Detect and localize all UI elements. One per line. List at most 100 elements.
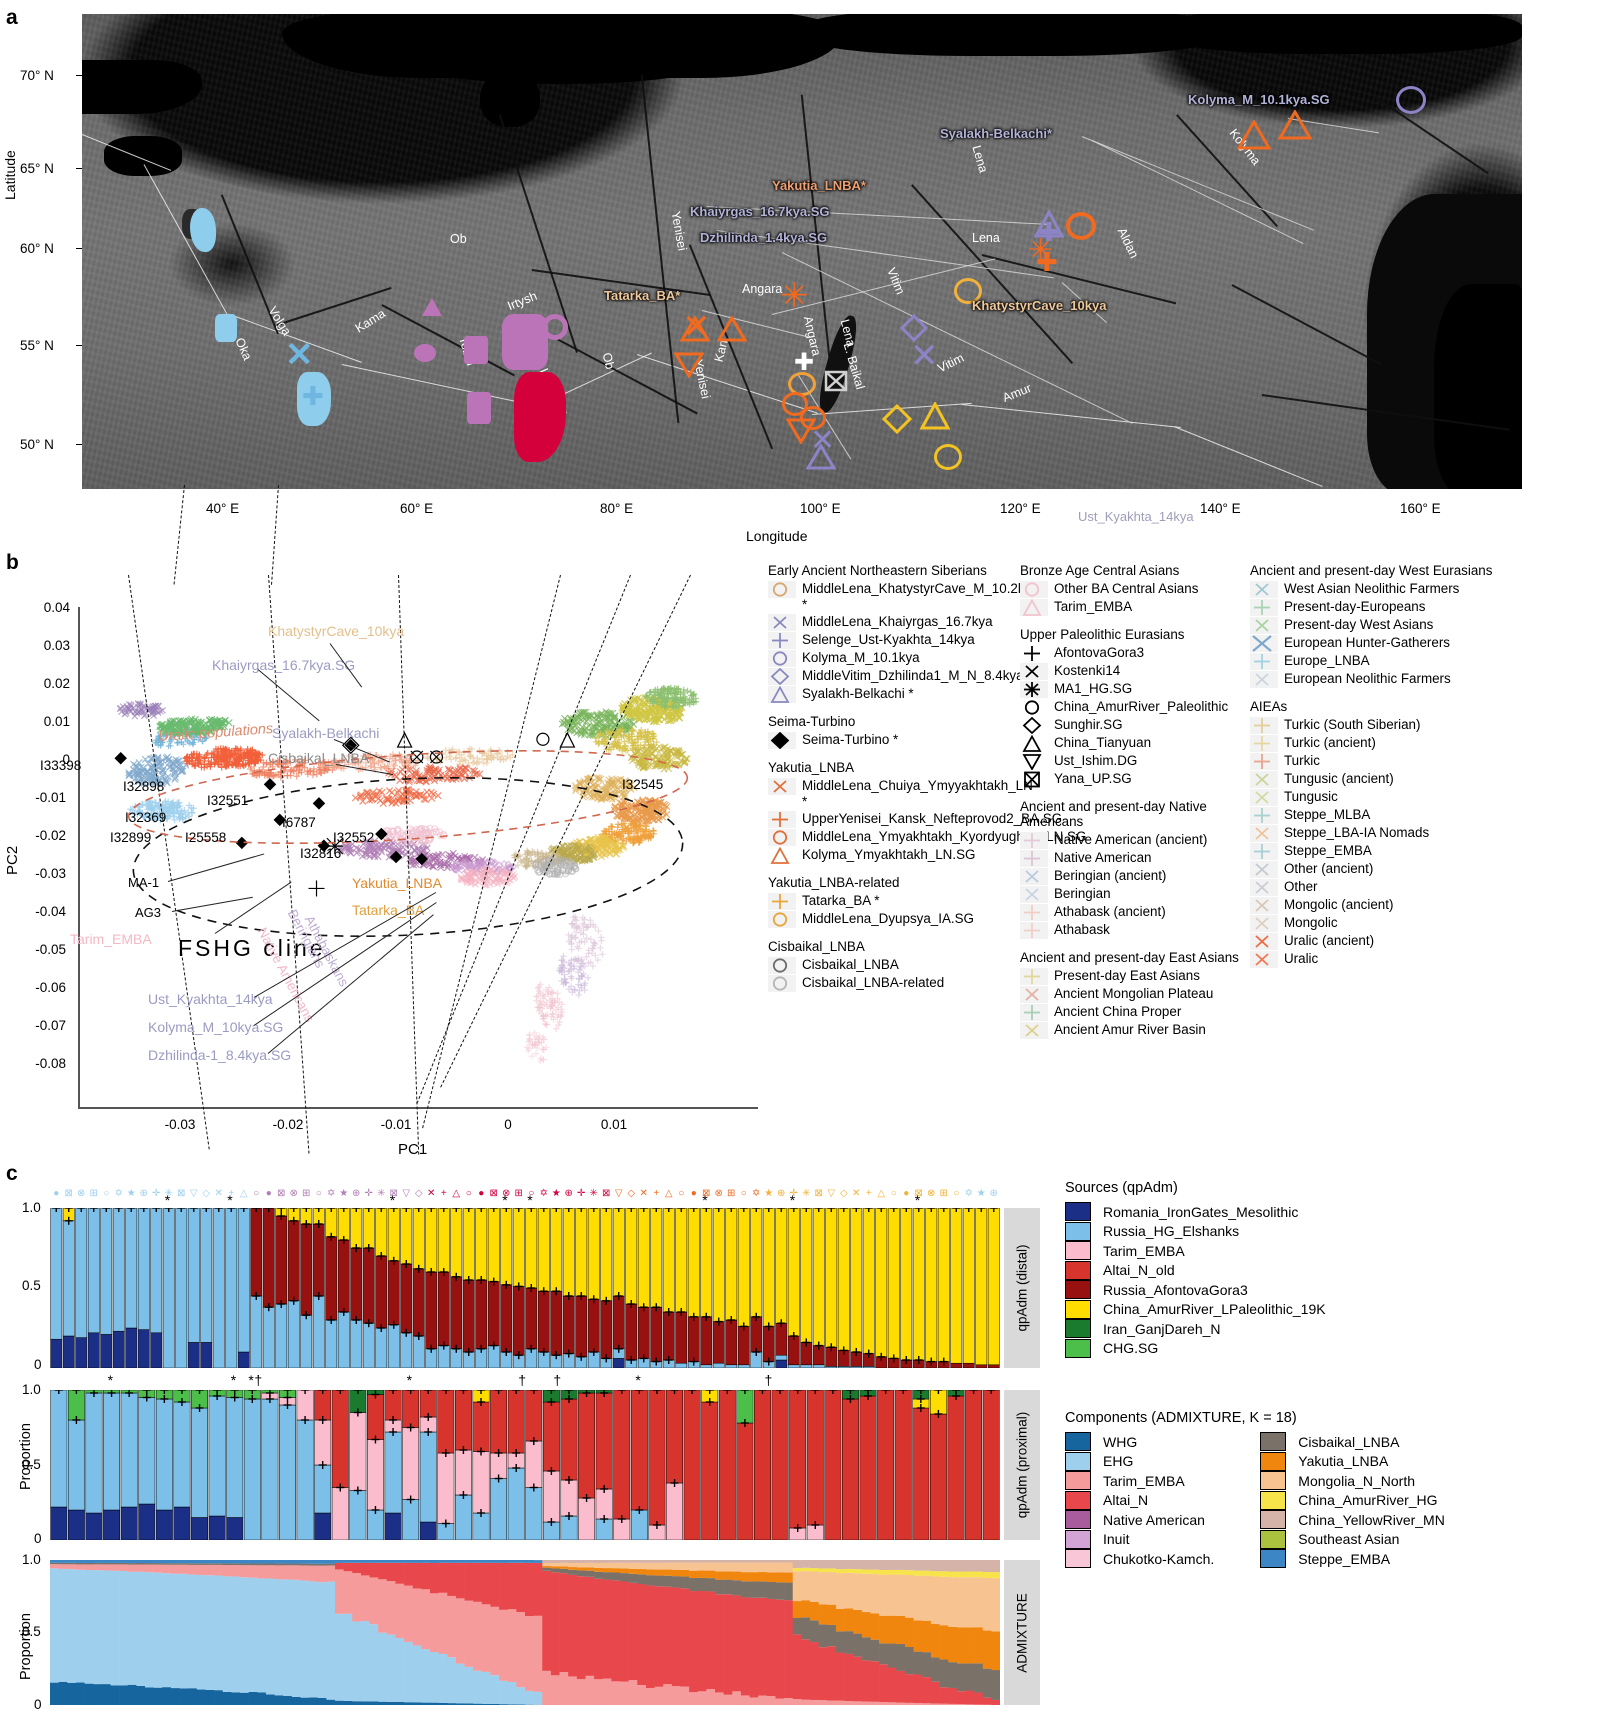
admixture-segment[interactable] [551,1563,560,1566]
legend-item[interactable]: Beringian [1020,886,1250,903]
admixture-segment[interactable] [378,1579,387,1632]
admixture-segment[interactable] [689,1563,698,1571]
admixture-segment[interactable] [706,1578,715,1591]
admixture-segment[interactable] [801,1639,810,1699]
map-canvas[interactable]: Ob Volga Oka Kama Tobol Irtysh Irtysh Ob… [82,14,1522,489]
admixture-segment[interactable] [585,1567,594,1570]
component-legend-item[interactable]: China_YellowRiver_MN [1260,1510,1445,1530]
stacked-bar-segment[interactable] [413,1208,424,1269]
map-marker-tri-wrap[interactable] [717,316,747,342]
admixture-segment[interactable] [560,1573,569,1672]
map-marker-tri-wrap[interactable] [1278,110,1312,140]
stacked-bar-segment[interactable] [209,1396,225,1516]
admixture-segment[interactable] [810,1560,819,1568]
admixture-segment[interactable] [724,1594,733,1695]
admixture-segment[interactable] [784,1583,793,1601]
admixture-segment[interactable] [413,1645,422,1702]
stacked-bar-segment[interactable] [68,1390,84,1420]
admixture-segment[interactable] [490,1675,499,1704]
stacked-bar-segment[interactable] [663,1312,674,1360]
admixture-segment[interactable] [516,1687,525,1704]
admixture-segment[interactable] [370,1563,379,1578]
admixture-segment[interactable] [715,1560,724,1563]
admixture-segment[interactable] [404,1563,413,1586]
map-marker-ellipse[interactable] [414,344,436,362]
admixture-segment[interactable] [991,1560,1000,1572]
admixture-segment[interactable] [361,1560,370,1563]
admixture-segment[interactable] [724,1560,733,1563]
admixture-segment[interactable] [300,1581,309,1698]
stacked-bar-segment[interactable] [326,1237,337,1320]
admixture-segment[interactable] [378,1702,387,1705]
stacked-bar-segment[interactable] [930,1414,946,1540]
admixture-segment[interactable] [309,1564,318,1566]
admixture-segment[interactable] [456,1703,465,1705]
admixture-segment[interactable] [793,1560,802,1568]
admixture-segment[interactable] [318,1582,327,1698]
admixture-segment[interactable] [862,1660,871,1701]
admixture-segment[interactable] [275,1579,284,1695]
admixture-segment[interactable] [974,1627,983,1663]
admixture-segment[interactable] [603,1679,612,1705]
source-legend-item[interactable]: Romania_IronGates_Mesolithic [1065,1202,1326,1222]
admixture-segment[interactable] [965,1704,974,1705]
stacked-bar-segment[interactable] [988,1365,999,1368]
stacked-bar-segment[interactable] [807,1390,823,1525]
admixture-segment[interactable] [870,1574,879,1613]
admixture-segment[interactable] [205,1563,214,1565]
admixture-segment[interactable] [896,1616,905,1644]
admixture-segment[interactable] [93,1563,102,1564]
admixture-segment[interactable] [845,1654,854,1701]
admixture-segment[interactable] [845,1560,854,1569]
admixture-segment[interactable] [205,1560,214,1563]
admixture-segment[interactable] [957,1691,966,1704]
admixture-segment[interactable] [819,1568,828,1572]
admixture-segment[interactable] [931,1560,940,1571]
admixture-segment[interactable] [266,1579,275,1695]
legend-item[interactable]: Kolyma_M_10.1kya [768,650,1013,667]
legend-item[interactable]: Cisbaikal_LNBA [768,957,1013,974]
stacked-bar-segment[interactable] [763,1326,774,1361]
legend-item[interactable]: Other BA Central Asians [1020,581,1250,598]
admixture-segment[interactable] [128,1572,137,1685]
admixture-segment[interactable] [447,1657,456,1703]
stacked-bar-segment[interactable] [826,1208,837,1347]
admixture-segment[interactable] [292,1580,301,1697]
admixture-segment[interactable] [741,1695,750,1705]
admixture-segment[interactable] [672,1686,681,1705]
stacked-bar-segment[interactable] [88,1208,99,1333]
admixture-segment[interactable] [482,1704,491,1705]
admixture-segment[interactable] [767,1563,776,1573]
admixture-segment[interactable] [473,1671,482,1704]
stacked-bar-segment[interactable] [276,1304,287,1368]
admixture-segment[interactable] [957,1627,966,1663]
legend-item[interactable]: Kostenki14 [1020,663,1250,680]
stacked-bar-segment[interactable] [490,1479,506,1541]
admixture-segment[interactable] [991,1670,1000,1700]
admixture-segment[interactable] [352,1563,361,1573]
map-marker-blob[interactable] [215,314,237,342]
admixture-segment[interactable] [611,1681,620,1705]
admixture-segment[interactable] [611,1568,620,1572]
admixture-segment[interactable] [724,1571,733,1579]
stacked-bar-segment[interactable] [626,1304,637,1360]
stacked-bar-segment[interactable] [351,1208,362,1248]
stacked-bar-segment[interactable] [251,1296,262,1368]
admixture-segment[interactable] [171,1688,180,1705]
admixture-segment[interactable] [136,1572,145,1686]
admixture-segment[interactable] [914,1675,923,1704]
admixture-segment[interactable] [577,1567,586,1570]
admixture-segment[interactable] [560,1567,569,1569]
admixture-segment[interactable] [465,1703,474,1705]
stacked-bar-segment[interactable] [388,1208,399,1261]
stacked-bar-segment[interactable] [288,1221,299,1301]
admixture-segment[interactable] [767,1696,776,1705]
map-marker-circle[interactable] [1396,86,1426,114]
admixture-segment[interactable] [76,1560,85,1563]
stacked-bar-segment[interactable] [876,1208,887,1357]
admixture-segment[interactable] [430,1563,439,1593]
stacked-bar-segment[interactable] [751,1317,762,1352]
admixture-segment[interactable] [240,1560,249,1563]
stacked-bar-segment[interactable] [772,1390,788,1540]
admixture-segment[interactable] [214,1575,223,1690]
